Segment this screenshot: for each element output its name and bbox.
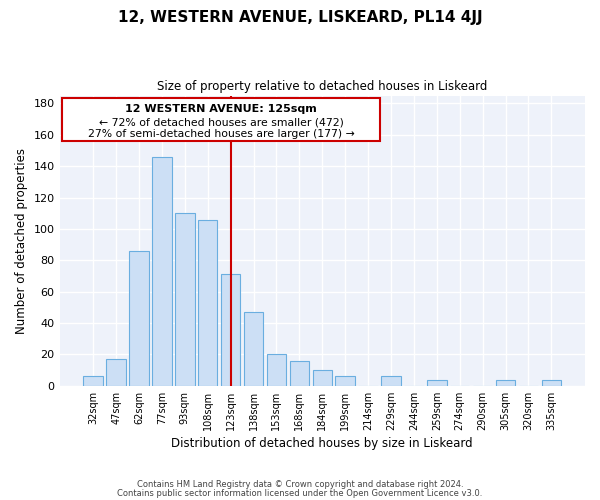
Bar — [496, 380, 515, 386]
Text: 12 WESTERN AVENUE: 125sqm: 12 WESTERN AVENUE: 125sqm — [125, 104, 317, 115]
X-axis label: Distribution of detached houses by size in Liskeard: Distribution of detached houses by size … — [172, 437, 473, 450]
Bar — [129, 251, 149, 386]
Title: Size of property relative to detached houses in Liskeard: Size of property relative to detached ho… — [157, 80, 487, 93]
Text: 12, WESTERN AVENUE, LISKEARD, PL14 4JJ: 12, WESTERN AVENUE, LISKEARD, PL14 4JJ — [118, 10, 482, 25]
Bar — [244, 312, 263, 386]
Bar — [175, 213, 194, 386]
Text: ← 72% of detached houses are smaller (472): ← 72% of detached houses are smaller (47… — [98, 118, 344, 128]
Bar — [221, 274, 241, 386]
Bar — [198, 220, 217, 386]
Bar — [542, 380, 561, 386]
Bar — [313, 370, 332, 386]
Bar — [152, 156, 172, 386]
Text: 27% of semi-detached houses are larger (177) →: 27% of semi-detached houses are larger (… — [88, 129, 355, 139]
Bar — [83, 376, 103, 386]
Bar — [335, 376, 355, 386]
FancyBboxPatch shape — [62, 98, 380, 140]
Bar — [427, 380, 446, 386]
Bar — [267, 354, 286, 386]
Y-axis label: Number of detached properties: Number of detached properties — [15, 148, 28, 334]
Text: Contains HM Land Registry data © Crown copyright and database right 2024.: Contains HM Land Registry data © Crown c… — [137, 480, 463, 489]
Bar — [290, 360, 309, 386]
Text: Contains public sector information licensed under the Open Government Licence v3: Contains public sector information licen… — [118, 490, 482, 498]
Bar — [381, 376, 401, 386]
Bar — [106, 359, 126, 386]
